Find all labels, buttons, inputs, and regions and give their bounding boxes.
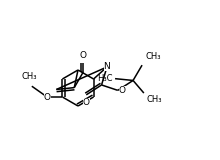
Text: H₃C: H₃C (97, 74, 113, 83)
Text: CH₃: CH₃ (21, 72, 37, 81)
Text: O: O (119, 86, 126, 95)
Text: CH₃: CH₃ (147, 95, 162, 104)
Text: CH₃: CH₃ (145, 52, 161, 61)
Text: O: O (80, 51, 87, 60)
Text: O: O (44, 92, 51, 101)
Text: N: N (104, 62, 110, 72)
Text: O: O (83, 98, 90, 107)
